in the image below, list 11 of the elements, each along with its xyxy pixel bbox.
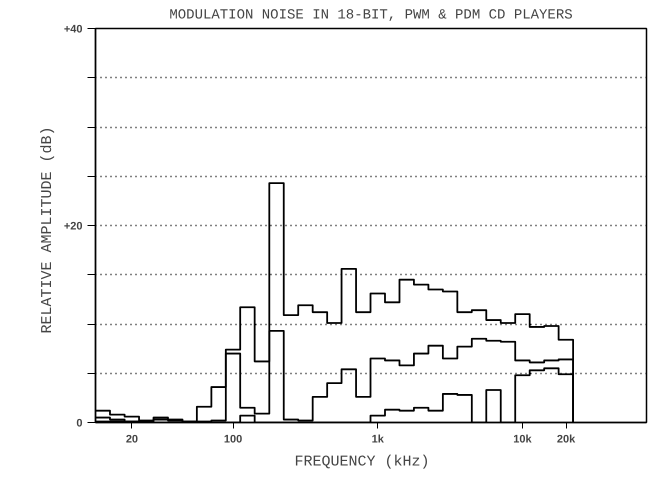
- x-tick-label: 20: [126, 434, 138, 446]
- x-tick-label: 20k: [556, 434, 576, 446]
- x-tick-label: 10k: [513, 434, 533, 446]
- y-tick-label: +40: [64, 24, 83, 36]
- chart-title: MODULATION NOISE IN 18-BIT, PWM & PDM CD PLAYERS: [169, 8, 573, 24]
- x-tick-label: 100: [224, 434, 242, 446]
- y-tick-label: 0: [76, 418, 83, 430]
- x-axis-title: FREQUENCY (kHz): [294, 454, 430, 470]
- y-tick-label: +20: [64, 220, 83, 232]
- x-tick-label: 1k: [372, 434, 385, 446]
- y-axis-title: RELATIVE AMPLITUDE (dB): [38, 126, 56, 334]
